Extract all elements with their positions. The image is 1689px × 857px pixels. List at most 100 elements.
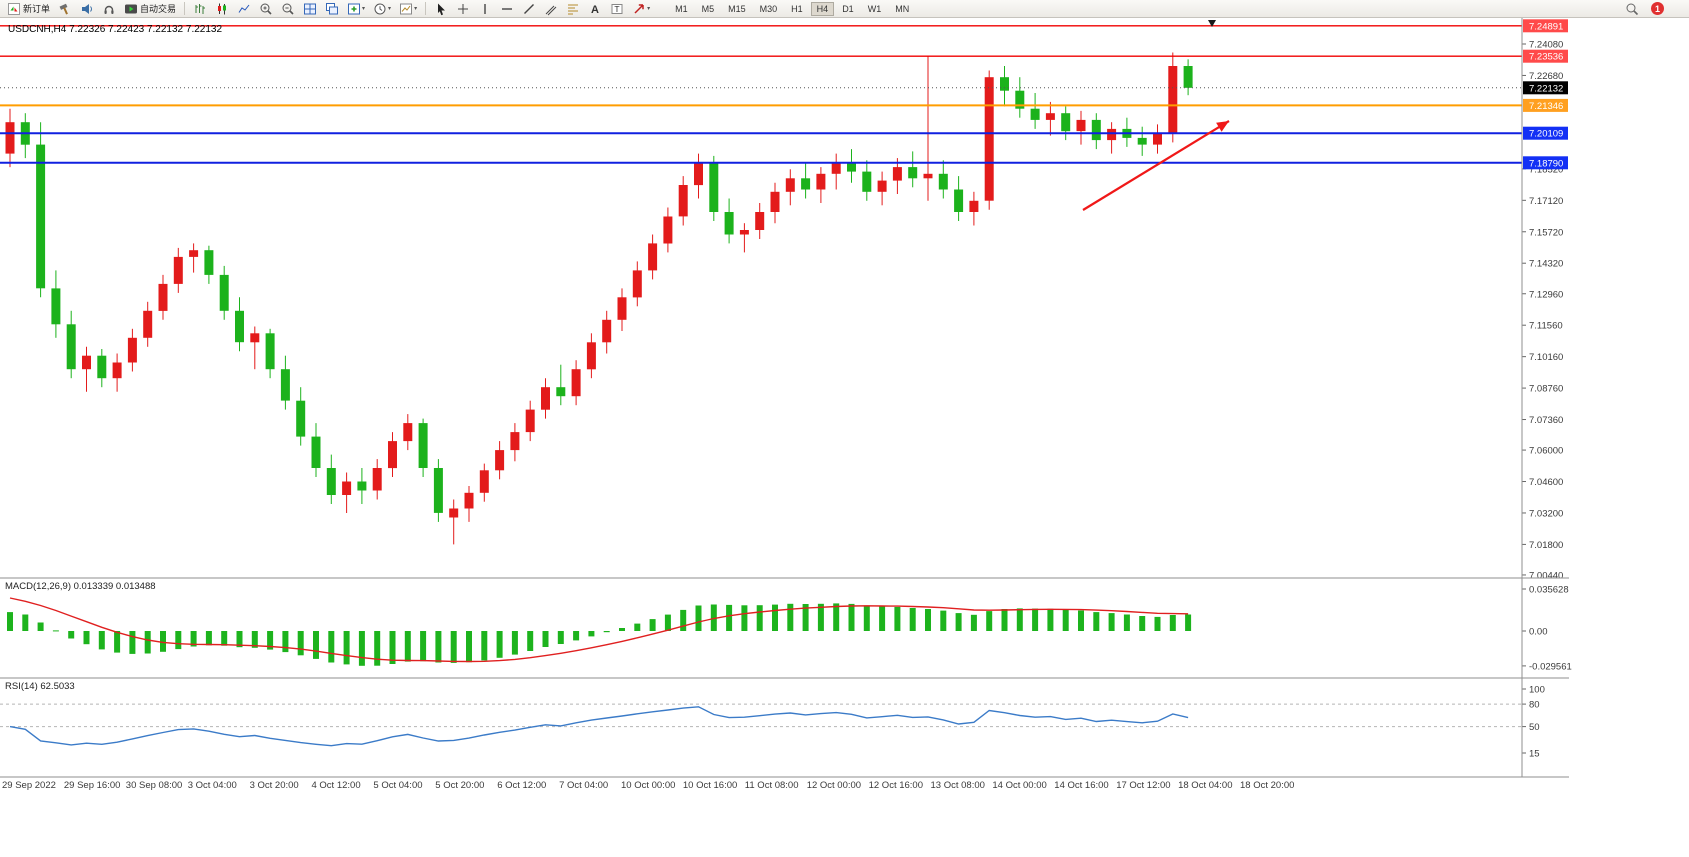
vertical-line-button[interactable] — [475, 0, 495, 18]
macd-bar — [328, 631, 335, 663]
channel-button[interactable] — [541, 0, 561, 18]
search-button[interactable] — [1622, 0, 1642, 18]
time-axis[interactable]: 29 Sep 2022 29 Sep 16:00 30 Sep 08:00 3 Oct… — [2, 780, 1294, 791]
time-tick: 14 Oct 16:00 — [1054, 780, 1108, 791]
time-tick: 12 Oct 16:00 — [869, 780, 923, 791]
text-a-icon: A — [591, 4, 599, 16]
rsi-tick: 50 — [1529, 722, 1540, 733]
macd-bar — [527, 631, 534, 651]
macd-bar — [129, 631, 136, 654]
macd-bar — [190, 631, 197, 647]
trendline-button[interactable] — [519, 0, 539, 18]
chart-shift-marker-icon — [1208, 20, 1216, 27]
period-button[interactable]: ▾ — [370, 0, 394, 18]
price-scale[interactable]: 7.24080 7.22680 7.18520 7.17120 7.15720 7.143… — [1522, 19, 1568, 582]
candle — [816, 173, 826, 190]
tile-windows-button[interactable] — [300, 0, 320, 18]
headset-icon — [104, 5, 114, 14]
candle — [510, 432, 520, 451]
candle — [847, 162, 856, 172]
autotrading-button[interactable]: 自动交易 — [121, 0, 179, 18]
hammer-icon — [59, 3, 68, 15]
new-order-button[interactable]: 新订单 — [4, 0, 53, 18]
candlestick-chart-button[interactable] — [212, 0, 232, 18]
template-button[interactable]: ▾ — [396, 0, 420, 18]
candle — [82, 355, 91, 370]
macd-bar — [634, 623, 641, 631]
timeframe-button-d1[interactable]: D1 — [842, 3, 854, 14]
price-line-badge — [1523, 156, 1568, 170]
price-tick: 7.03200 — [1529, 509, 1563, 520]
candle — [663, 216, 673, 244]
label-t-icon: T — [611, 3, 623, 14]
candle — [1137, 137, 1147, 145]
rsi-panel: 100 80 50 15 — [0, 685, 1545, 760]
support-button[interactable] — [99, 0, 119, 18]
timeframe-button-m15[interactable]: M15 — [728, 3, 746, 14]
cursor-button[interactable] — [431, 0, 451, 18]
cascade-windows-icon — [326, 2, 339, 14]
notification-badge[interactable]: 1 — [1651, 2, 1664, 15]
strategy-tester-button[interactable] — [55, 0, 75, 18]
new-chart-button[interactable]: ▾ — [344, 0, 368, 18]
candle — [1076, 119, 1086, 132]
macd-bar — [664, 614, 671, 631]
clock-icon — [374, 3, 386, 14]
candle — [739, 230, 749, 235]
zoom-out-button[interactable] — [278, 0, 298, 18]
cascade-windows-button[interactable] — [322, 0, 342, 18]
fibonacci-button[interactable] — [563, 0, 583, 18]
candle — [326, 468, 336, 495]
macd-bar — [848, 603, 855, 631]
timeframe-button-h4[interactable]: H4 — [810, 1, 835, 16]
macd-bar — [1169, 615, 1176, 631]
macd-bar — [940, 610, 947, 631]
zoom-in-button[interactable] — [256, 0, 276, 18]
macd-indicator-label: MACD(12,26,9) 0.013339 0.013488 — [5, 581, 156, 592]
toolbar: 新订单 自动交易 ▾ ▾ ▾ — [0, 0, 1689, 18]
macd-bar — [986, 611, 993, 631]
macd-tick: 0.00 — [1529, 627, 1548, 638]
candle — [724, 212, 734, 235]
timeframe-button-h1[interactable]: H1 — [791, 3, 803, 14]
macd-bar — [542, 631, 549, 647]
candle — [632, 270, 642, 298]
time-tick: 13 Oct 08:00 — [931, 780, 985, 791]
candle — [969, 200, 979, 212]
timeframe-button-w1[interactable]: W1 — [867, 3, 882, 14]
alerts-button[interactable] — [77, 0, 97, 18]
candle — [571, 369, 581, 397]
candle — [51, 288, 61, 325]
candle — [219, 274, 229, 311]
price-tick: 7.00440 — [1529, 571, 1563, 582]
text-tool-button[interactable]: A — [585, 0, 605, 18]
macd-bar — [649, 619, 656, 631]
candle — [296, 400, 306, 437]
time-tick: 5 Oct 20:00 — [435, 780, 484, 791]
timeframe-button-mn[interactable]: MN — [895, 3, 910, 14]
macd-bar — [879, 606, 886, 631]
candle — [464, 492, 474, 509]
candle — [617, 297, 627, 320]
rsi-tick: 80 — [1529, 700, 1540, 711]
arrows-tool-button[interactable]: ▾ — [629, 0, 653, 18]
candle — [525, 409, 535, 433]
timeframe-button-m5[interactable]: M5 — [701, 3, 715, 14]
label-tool-button[interactable]: T — [607, 0, 627, 18]
dropdown-caret-icon: ▾ — [647, 6, 651, 12]
candle — [342, 481, 352, 495]
candle — [5, 122, 15, 154]
price-tick: 7.17120 — [1529, 196, 1563, 207]
line-chart-button[interactable] — [234, 0, 254, 18]
crosshair-button[interactable] — [453, 0, 473, 18]
candle — [1168, 66, 1178, 134]
svg-text:7.20109: 7.20109 — [1529, 129, 1563, 140]
timeframe-button-m1[interactable]: M1 — [675, 3, 688, 14]
timeframe-button-m30[interactable]: M30 — [759, 3, 778, 14]
candle — [877, 180, 887, 192]
bar-chart-button[interactable] — [190, 0, 210, 18]
macd-bar — [37, 622, 44, 631]
horizontal-line-button[interactable] — [497, 0, 517, 18]
candle — [648, 243, 658, 271]
